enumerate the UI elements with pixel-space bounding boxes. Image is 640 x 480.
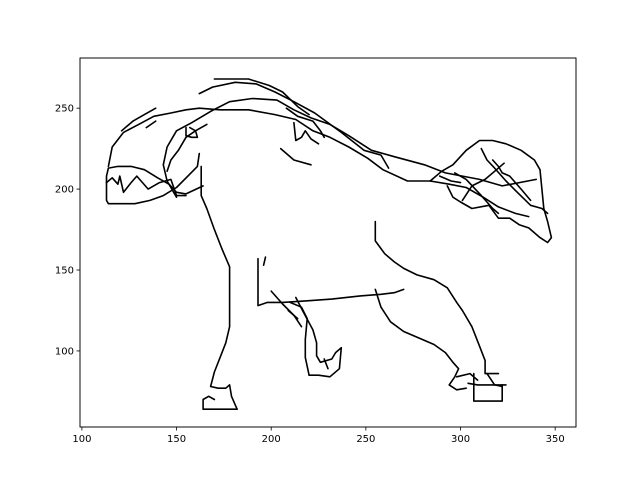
sketch-stroke-32 — [480, 147, 549, 215]
y-tick-label: 150 — [55, 266, 74, 277]
sketch-stroke-1 — [200, 165, 238, 410]
sketch-stroke-30 — [454, 172, 500, 215]
sketch-stroke-31 — [461, 162, 505, 202]
sketch-stroke-15 — [185, 126, 199, 139]
axes-border — [79, 57, 577, 428]
x-tick-label: 150 — [167, 434, 186, 445]
axes-frame — [79, 57, 577, 428]
sketch-stroke-16 — [257, 257, 405, 307]
x-axis: 100 150 200 250 300 350 — [72, 427, 565, 445]
sketch-stroke-2 — [202, 395, 238, 410]
sketch-stroke-14 — [145, 120, 157, 129]
sketch-stroke-9 — [293, 121, 320, 145]
y-tick-label: 100 — [55, 346, 74, 357]
x-tick-label: 200 — [262, 434, 281, 445]
sketch-stroke-26 — [270, 290, 303, 328]
plot-area — [79, 57, 577, 428]
sketch-stroke-27 — [287, 309, 299, 320]
sketch-stroke-7 — [198, 81, 390, 169]
y-tick-label: 200 — [55, 185, 74, 196]
x-tick-label: 100 — [72, 434, 91, 445]
sketch-stroke-28 — [323, 358, 329, 370]
sketch-stroke-13 — [120, 107, 157, 132]
sketch-stroke-10 — [285, 107, 325, 139]
sketch-stroke-5 — [162, 97, 537, 198]
x-tick-label: 300 — [451, 434, 470, 445]
sketch-stroke-25 — [289, 301, 310, 376]
y-axis: 100 150 200 250 — [55, 104, 80, 357]
sketch-stroke-8 — [213, 78, 310, 116]
sketch-stroke-34 — [438, 175, 462, 184]
sketch-stroke-18 — [374, 220, 500, 375]
sketch-stroke-23 — [467, 382, 503, 388]
sketch-stroke-17 — [262, 256, 267, 266]
x-tick-label: 250 — [356, 434, 375, 445]
sketch-stroke-4 — [105, 175, 187, 197]
sketch-stroke-6 — [107, 107, 530, 218]
sketch-stroke-19 — [374, 288, 467, 391]
x-tick-label: 350 — [546, 434, 565, 445]
sketch-stroke-24 — [295, 296, 343, 378]
sketch-stroke-33 — [491, 159, 532, 202]
sketch-stroke-20 — [455, 372, 479, 381]
y-tick-label: 250 — [55, 104, 74, 115]
sketch-lines — [105, 78, 553, 410]
sketch-stroke-11 — [279, 147, 312, 166]
sketch-stroke-12 — [166, 123, 208, 173]
